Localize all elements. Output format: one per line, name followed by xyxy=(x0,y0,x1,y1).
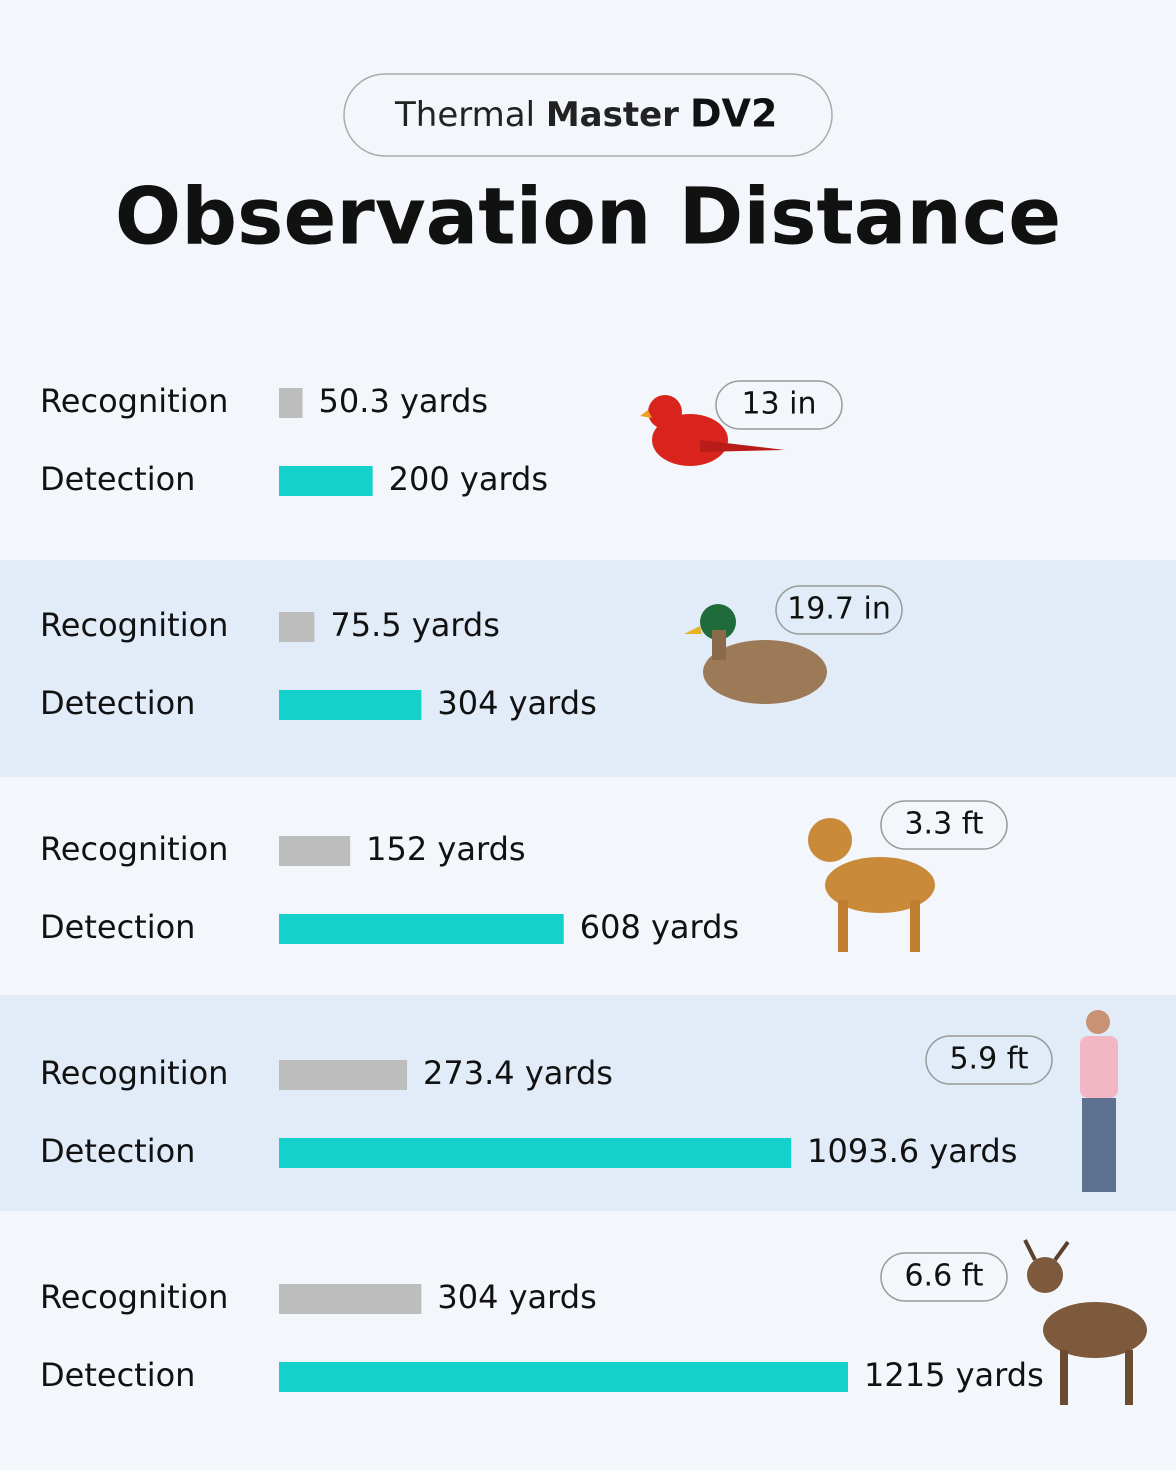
row-band xyxy=(0,995,1176,1211)
header-pill xyxy=(343,73,833,157)
size-pill xyxy=(880,800,1008,850)
series-label: Recognition xyxy=(40,1278,228,1316)
value-label: 200 yards xyxy=(389,460,548,498)
bar xyxy=(279,1284,422,1314)
series-label: Detection xyxy=(40,460,195,498)
value-label: 273.4 yards xyxy=(423,1054,613,1092)
header-brand: Thermal Master xyxy=(394,95,679,135)
value-label: 152 yards xyxy=(366,830,525,868)
bar xyxy=(279,690,422,720)
value-label: 75.5 yards xyxy=(330,606,500,644)
series-label: Detection xyxy=(40,1132,195,1170)
bar xyxy=(279,612,315,642)
brand-bold: Master xyxy=(546,95,679,135)
person-icon xyxy=(1080,1010,1118,1192)
bar xyxy=(279,914,564,944)
size-label: 5.9 ft xyxy=(949,1042,1028,1077)
cardinal-icon xyxy=(640,395,785,466)
deer-icon xyxy=(1023,1239,1147,1405)
bar xyxy=(279,388,303,418)
series-label: Detection xyxy=(40,908,195,946)
bar xyxy=(279,836,351,866)
size-label: 3.3 ft xyxy=(904,807,983,842)
size-pill xyxy=(880,1252,1008,1302)
bar xyxy=(279,1060,408,1090)
chart-title: Observation Distance xyxy=(115,172,1061,262)
size-pill xyxy=(715,380,843,430)
brand-light: Thermal xyxy=(394,95,535,135)
duck-icon xyxy=(684,604,827,704)
series-label: Recognition xyxy=(40,1054,228,1092)
size-pill xyxy=(775,585,903,635)
series-label: Recognition xyxy=(40,606,228,644)
value-label: 1215 yards xyxy=(864,1356,1044,1394)
series-label: Detection xyxy=(40,1356,195,1394)
value-label: 1093.6 yards xyxy=(807,1132,1017,1170)
size-label: 6.6 ft xyxy=(904,1259,983,1294)
value-label: 304 yards xyxy=(437,1278,596,1316)
bar xyxy=(279,1362,848,1392)
value-label: 304 yards xyxy=(437,684,596,722)
dog-icon xyxy=(808,818,935,952)
value-label: 50.3 yards xyxy=(319,382,489,420)
bar xyxy=(279,1138,792,1168)
size-pill xyxy=(925,1035,1053,1085)
size-label: 13 in xyxy=(741,387,816,422)
series-label: Recognition xyxy=(40,830,228,868)
series-label: Recognition xyxy=(40,382,228,420)
size-label: 19.7 in xyxy=(787,592,891,627)
bar xyxy=(279,466,373,496)
value-label: 608 yards xyxy=(580,908,739,946)
row-band xyxy=(0,560,1176,777)
header-model: DV2 xyxy=(690,92,777,136)
series-label: Detection xyxy=(40,684,195,722)
